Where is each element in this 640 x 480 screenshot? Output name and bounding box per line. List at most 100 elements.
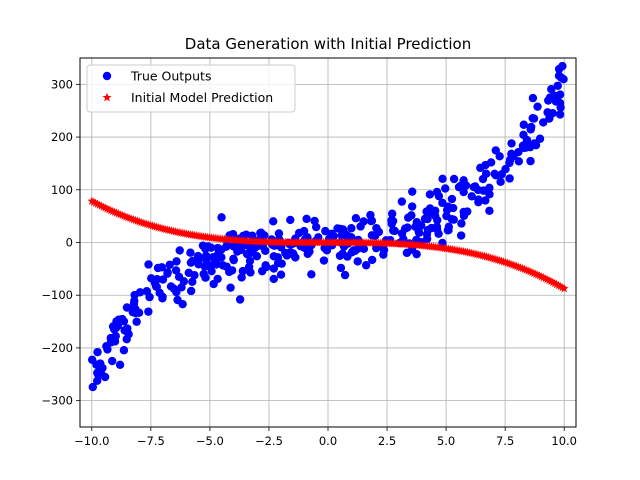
data-point bbox=[379, 250, 388, 259]
data-point bbox=[531, 141, 541, 150]
data-point bbox=[320, 243, 329, 253]
data-point bbox=[119, 317, 129, 326]
data-point bbox=[222, 242, 231, 251]
data-point bbox=[206, 243, 216, 252]
data-point bbox=[119, 346, 129, 355]
data-point bbox=[441, 184, 450, 193]
data-point bbox=[507, 139, 516, 148]
data-point bbox=[474, 195, 483, 204]
data-point bbox=[549, 92, 558, 101]
data-point bbox=[212, 260, 221, 269]
data-point bbox=[558, 61, 567, 71]
data-point bbox=[242, 249, 252, 259]
data-point bbox=[367, 255, 377, 265]
data-point bbox=[217, 253, 226, 262]
x-tick-label: 0.0 bbox=[319, 434, 337, 448]
data-point bbox=[201, 251, 211, 261]
data-point bbox=[555, 98, 565, 108]
x-tick-label: −5.0 bbox=[196, 434, 224, 448]
legend-true-outputs-marker bbox=[102, 71, 112, 81]
data-point bbox=[543, 108, 552, 117]
data-point bbox=[438, 198, 447, 208]
data-point bbox=[186, 248, 195, 257]
data-point bbox=[459, 187, 468, 197]
data-point bbox=[261, 261, 270, 270]
data-point bbox=[442, 205, 452, 215]
data-point bbox=[103, 345, 112, 354]
data-point bbox=[353, 257, 362, 266]
data-point bbox=[165, 260, 174, 270]
y-tick-label: −100 bbox=[41, 288, 73, 302]
data-point bbox=[207, 267, 216, 276]
data-point bbox=[307, 270, 316, 279]
prediction-point bbox=[559, 284, 569, 293]
data-point bbox=[217, 213, 226, 222]
data-point bbox=[236, 245, 246, 255]
data-point bbox=[535, 134, 545, 143]
data-point bbox=[539, 118, 548, 127]
data-point bbox=[175, 246, 184, 255]
data-point bbox=[526, 122, 536, 132]
data-point bbox=[302, 214, 311, 224]
data-point bbox=[433, 215, 442, 225]
data-point bbox=[438, 174, 447, 184]
data-point bbox=[476, 163, 485, 173]
data-point bbox=[294, 228, 304, 238]
data-point bbox=[273, 258, 283, 268]
data-point bbox=[173, 295, 182, 305]
data-point bbox=[333, 224, 342, 233]
data-point bbox=[505, 158, 514, 168]
data-point bbox=[120, 326, 129, 335]
data-point bbox=[505, 174, 514, 183]
data-point bbox=[343, 252, 352, 261]
data-point bbox=[107, 356, 117, 366]
data-point bbox=[335, 251, 345, 260]
data-point bbox=[195, 253, 204, 263]
data-point bbox=[520, 143, 529, 153]
data-point bbox=[449, 215, 458, 224]
data-point bbox=[359, 217, 368, 226]
data-point bbox=[449, 174, 459, 184]
data-point bbox=[400, 224, 410, 233]
data-point bbox=[93, 347, 102, 357]
data-point bbox=[349, 246, 358, 255]
legend-initial-prediction-marker bbox=[102, 92, 112, 102]
data-point bbox=[422, 234, 432, 244]
data-point bbox=[403, 213, 413, 222]
x-tick-label: −7.5 bbox=[137, 434, 165, 448]
data-point bbox=[122, 334, 131, 344]
data-point bbox=[501, 164, 510, 174]
data-point bbox=[407, 202, 417, 211]
data-point bbox=[509, 151, 518, 161]
data-point bbox=[528, 93, 538, 103]
data-point bbox=[269, 274, 278, 284]
data-point bbox=[481, 169, 491, 178]
y-tick-label: 200 bbox=[51, 130, 73, 144]
data-point bbox=[310, 216, 319, 226]
y-tick-label: −200 bbox=[41, 341, 73, 355]
data-point bbox=[237, 273, 246, 282]
data-point bbox=[135, 288, 145, 297]
data-point bbox=[359, 244, 369, 254]
data-point bbox=[88, 382, 98, 392]
data-point bbox=[485, 206, 494, 216]
legend-box bbox=[86, 64, 296, 113]
data-point bbox=[456, 231, 466, 240]
data-point bbox=[228, 229, 238, 239]
data-point bbox=[553, 81, 562, 90]
data-point bbox=[555, 110, 565, 119]
data-point bbox=[425, 190, 435, 199]
data-point bbox=[238, 266, 248, 276]
plot-series bbox=[87, 61, 569, 392]
data-point bbox=[132, 317, 141, 326]
data-point bbox=[186, 286, 196, 296]
data-point bbox=[434, 191, 444, 201]
data-point bbox=[397, 197, 407, 206]
y-tick-label: 300 bbox=[51, 77, 73, 91]
y-tick-label: 100 bbox=[51, 183, 73, 197]
data-point bbox=[495, 152, 504, 161]
data-point bbox=[490, 169, 499, 179]
data-point bbox=[519, 120, 528, 129]
data-point bbox=[174, 272, 184, 282]
data-point bbox=[144, 307, 153, 316]
